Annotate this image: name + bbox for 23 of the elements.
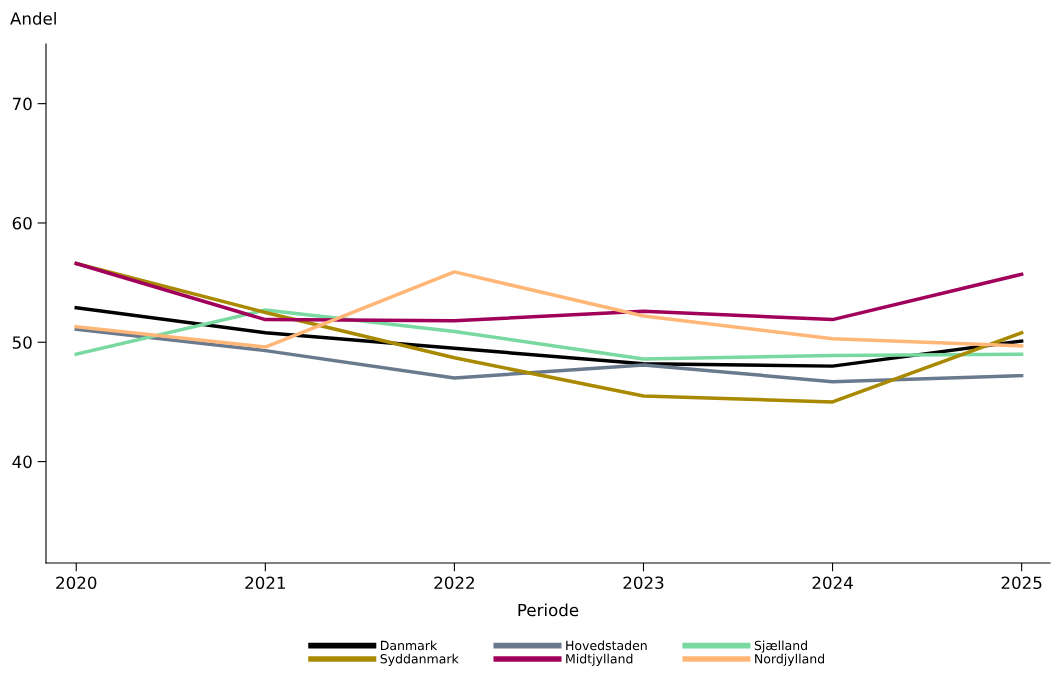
- x-tick-label: 2023: [623, 576, 664, 590]
- line-series: [74, 270, 1024, 349]
- y-tick-label: 60: [12, 216, 32, 230]
- x-axis-title: Periode: [518, 603, 579, 617]
- legend-label: Danmark: [380, 640, 438, 651]
- x-tick-label: 2025: [1001, 576, 1042, 590]
- y-tick-label: 70: [12, 97, 32, 111]
- x-tick-label: 2022: [434, 576, 474, 590]
- y-tick-label: 40: [12, 455, 32, 469]
- x-tick-label: 2020: [56, 576, 97, 590]
- legend-label: Syddanmark: [380, 653, 459, 666]
- y-axis-title: Andel: [10, 11, 56, 25]
- legend-label: Hovedstaden: [566, 640, 647, 651]
- x-tick-label: 2024: [812, 576, 853, 590]
- line-series: [74, 261, 1024, 323]
- y-tick-label: 50: [12, 336, 32, 349]
- x-tick-label: 2021: [245, 576, 285, 590]
- line-series: [74, 327, 1024, 384]
- legend-label: Nordjylland: [755, 653, 825, 666]
- line-series: [74, 305, 1024, 368]
- legend-label: Midtjylland: [566, 653, 633, 666]
- line-series: [74, 308, 1024, 361]
- legend-label: Sjælland: [754, 640, 807, 653]
